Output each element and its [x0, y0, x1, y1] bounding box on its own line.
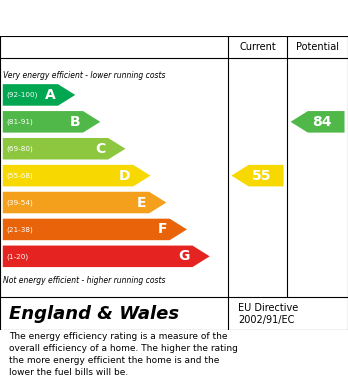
Text: (1-20): (1-20) — [6, 253, 29, 260]
Polygon shape — [3, 84, 75, 106]
Polygon shape — [3, 138, 125, 160]
Text: England & Wales: England & Wales — [9, 305, 179, 323]
Text: (81-91): (81-91) — [6, 118, 33, 125]
Text: A: A — [45, 88, 55, 102]
Polygon shape — [3, 111, 100, 133]
Polygon shape — [3, 246, 210, 267]
Polygon shape — [3, 192, 166, 213]
Polygon shape — [3, 219, 187, 240]
Text: (21-38): (21-38) — [6, 226, 33, 233]
Text: B: B — [70, 115, 80, 129]
Text: Not energy efficient - higher running costs: Not energy efficient - higher running co… — [3, 276, 166, 285]
Text: Current: Current — [239, 42, 276, 52]
Text: F: F — [157, 222, 167, 237]
Text: D: D — [119, 169, 130, 183]
Text: Energy Efficiency Rating: Energy Efficiency Rating — [10, 11, 220, 26]
Text: (69-80): (69-80) — [6, 145, 33, 152]
Text: E: E — [137, 196, 147, 210]
Text: EU Directive
2002/91/EC: EU Directive 2002/91/EC — [238, 303, 299, 325]
Text: Very energy efficient - lower running costs: Very energy efficient - lower running co… — [3, 71, 166, 80]
Text: 55: 55 — [252, 169, 271, 183]
Polygon shape — [231, 165, 284, 187]
Text: Potential: Potential — [296, 42, 339, 52]
Polygon shape — [291, 111, 345, 133]
Text: The energy efficiency rating is a measure of the
overall efficiency of a home. T: The energy efficiency rating is a measur… — [9, 332, 238, 377]
Text: (39-54): (39-54) — [6, 199, 33, 206]
Text: (92-100): (92-100) — [6, 91, 38, 98]
Text: C: C — [95, 142, 105, 156]
Text: G: G — [178, 249, 190, 263]
Text: 84: 84 — [312, 115, 332, 129]
Text: (55-68): (55-68) — [6, 172, 33, 179]
Polygon shape — [3, 165, 150, 187]
